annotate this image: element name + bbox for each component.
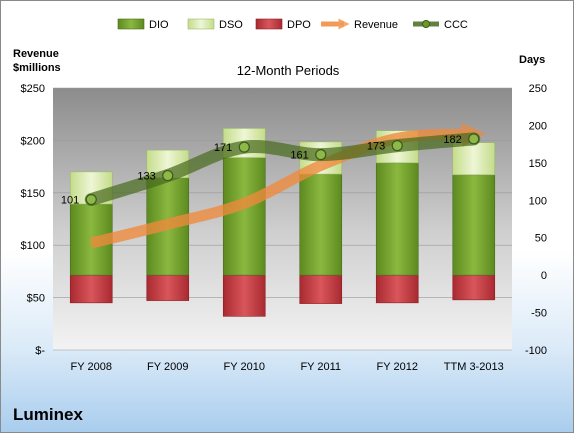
chart-title: 12-Month Periods	[237, 63, 340, 78]
right-tick-label: 100	[529, 195, 547, 207]
ccc-point	[391, 140, 403, 152]
ccc-series	[84, 132, 481, 207]
right-tick-label: -50	[531, 308, 547, 320]
right-tick-label: 200	[529, 120, 547, 132]
bar-dio	[222, 157, 266, 276]
bar-dpo	[375, 274, 419, 304]
ccc-data-label: 182	[443, 134, 461, 146]
x-tick-label: FY 2011	[300, 361, 341, 373]
ccc-point	[468, 133, 480, 145]
bar-dpo	[222, 274, 266, 317]
left-axis-ticks: $- $50 $100 $150 $200 $250	[21, 83, 46, 357]
ccc-point	[162, 169, 174, 182]
left-tick-label: $200	[21, 135, 45, 147]
bar-dio	[452, 174, 496, 276]
ccc-point	[85, 193, 97, 206]
x-axis-ticks: FY 2008 FY 2009 FY 2010 FY 2011 FY 2012 TTM 3…	[71, 361, 504, 373]
legend-dpo: DPO	[255, 18, 311, 31]
ccc-point	[315, 149, 327, 161]
right-tick-label: -100	[525, 345, 547, 357]
left-tick-label: $250	[21, 83, 45, 95]
bar-dio	[299, 173, 343, 276]
bar-dio	[375, 162, 419, 276]
ccc-data-label: 133	[137, 171, 155, 183]
left-tick-label: $150	[21, 188, 45, 200]
bar-dpo	[452, 274, 496, 301]
ccc-line: 101 133 171 161 173 182	[61, 132, 481, 207]
legend-dso: DSO	[187, 18, 243, 31]
ccc-data-label: 161	[290, 150, 308, 162]
left-tick-label: $50	[27, 293, 45, 305]
x-tick-label: FY 2008	[71, 361, 112, 373]
legend-revenue: Revenue	[321, 18, 398, 31]
bar-dpo	[146, 274, 190, 301]
bar-dpo	[69, 274, 113, 304]
ccc-data-label: 171	[214, 142, 232, 154]
legend-ccc: CCC	[413, 19, 468, 31]
left-tick-label: $100	[21, 240, 45, 252]
y-axis-left-title-line2: $millions	[13, 62, 61, 74]
x-tick-label: TTM 3-2013	[444, 361, 504, 373]
right-tick-label: 50	[535, 233, 547, 245]
bar-dso	[452, 142, 496, 176]
revenue-series	[89, 122, 486, 249]
ccc-data-label: 173	[367, 141, 385, 153]
plot-area	[53, 88, 512, 350]
x-tick-label: FY 2009	[147, 361, 188, 373]
x-tick-label: FY 2010	[224, 361, 265, 373]
right-tick-label: 0	[541, 270, 547, 282]
bar-dpo	[299, 274, 343, 304]
legend-label-dio: DIO	[149, 19, 169, 31]
company-name: Luminex	[13, 405, 83, 424]
right-axis-ticks: -100 -50 0 50 100 150 200 250	[525, 83, 547, 357]
legend-label-ccc: CCC	[444, 19, 468, 31]
x-tick-label: FY 2012	[377, 361, 418, 373]
ccc-data-label: 101	[61, 195, 79, 207]
left-tick-label: $-	[35, 345, 45, 357]
legend-label-revenue: Revenue	[354, 19, 398, 31]
revenue-line	[89, 122, 486, 249]
y-axis-left-title-line1: Revenue	[13, 48, 59, 60]
legend: DIO DSO DPO Revenue CCC	[117, 18, 468, 31]
legend-dio: DIO	[117, 18, 169, 31]
legend-label-dpo: DPO	[287, 19, 311, 31]
right-tick-label: 150	[529, 158, 547, 170]
right-tick-label: 250	[529, 83, 547, 95]
legend-label-dso: DSO	[219, 19, 243, 31]
ccc-point	[238, 141, 250, 153]
y-axis-right-title: Days	[519, 54, 545, 66]
